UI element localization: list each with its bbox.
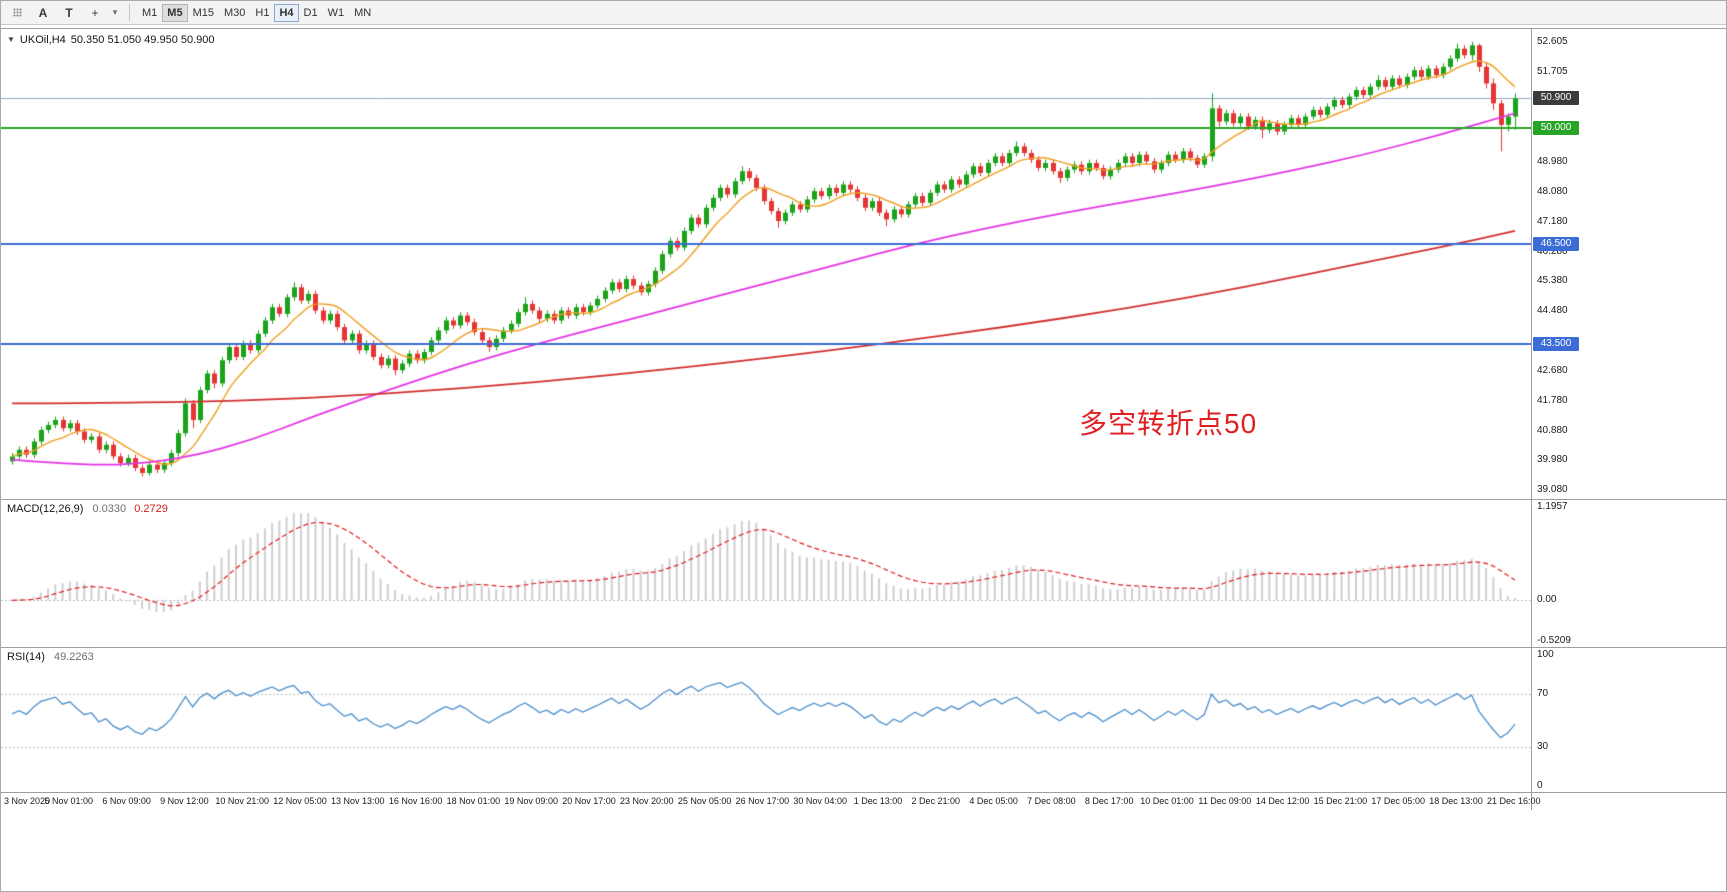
tool-crosshair-icon[interactable]: + [91, 5, 99, 20]
time-axis-label: 4 Dec 05:00 [969, 796, 1018, 806]
price-axis-label: 48.080 [1537, 185, 1568, 197]
time-axis-label: 11 Dec 09:00 [1198, 796, 1252, 806]
time-axis-label: 7 Dec 08:00 [1027, 796, 1076, 806]
macd-label: MACD(12,26,9) 0.0330 0.2729 [7, 503, 168, 515]
price-tag-50.000: 50.000 [1533, 121, 1579, 136]
time-axis-label: 21 Dec 16:00 [1487, 796, 1541, 806]
time-axis-label: 10 Dec 01:00 [1140, 796, 1194, 806]
timeframe-button-m5[interactable]: M5 [162, 3, 188, 22]
macd-name: MACD(12,26,9) [7, 503, 84, 515]
tool-drag-handle-icon[interactable] [4, 2, 30, 23]
time-axis-label: 25 Nov 05:00 [677, 796, 732, 806]
time-axis-label: 19 Nov 09:00 [504, 796, 558, 806]
chart-annotation-text: 多空转折点50 [1079, 408, 1258, 439]
timeframe-button-m1[interactable]: M1 [142, 6, 158, 19]
symbol-timeframe-label: UKOil,H4 [19, 34, 66, 46]
price-axis-label: 39.080 [1537, 484, 1568, 496]
toolbar-separator [129, 4, 130, 21]
time-axis-label: 23 Nov 20:00 [620, 796, 674, 806]
timeframe-toolbar: M1 M5 M15 M30 H1 H4 D1 W1 MN [137, 3, 376, 22]
rsi-panel-separator[interactable] [1, 647, 1726, 648]
rsi-axis-label: 0 [1537, 780, 1543, 791]
price-axis-label: 44.480 [1537, 305, 1568, 317]
time-axis-label: 17 Dec 05:00 [1371, 796, 1425, 806]
price-axis-label: 48.980 [1537, 155, 1568, 167]
time-axis-label: 16 Nov 16:00 [388, 796, 443, 806]
price-axis-label: 45.380 [1537, 275, 1568, 287]
price-axis-label: 41.780 [1537, 394, 1568, 406]
time-axis-label: 2 Dec 21:00 [911, 796, 961, 806]
time-axis-label: 20 Nov 17:00 [562, 796, 616, 806]
time-axis-label: 8 Dec 17:00 [1084, 796, 1134, 806]
drag-handle-dots-icon [12, 8, 22, 17]
price-axis-label: 39.980 [1537, 454, 1568, 466]
time-axis-label: 30 Nov 04:00 [793, 796, 847, 806]
tool-text-label-icon[interactable]: A [38, 5, 48, 20]
time-axis-label: 12 Nov 05:00 [273, 796, 327, 806]
macd-panel-separator[interactable] [1, 499, 1726, 500]
chart-canvas[interactable] [1, 29, 1531, 794]
price-axis-label: 52.605 [1537, 35, 1568, 47]
timeframe-button-d1[interactable]: D1 [303, 6, 318, 19]
time-axis-label: 10 Nov 21:00 [215, 796, 269, 806]
price-axis-label: 51.705 [1537, 65, 1568, 77]
timeframe-button-h4[interactable]: H4 [274, 3, 299, 22]
rsi-value: 49.2263 [53, 651, 94, 663]
rsi-axis-label: 100 [1537, 649, 1554, 660]
symbol-dropdown-icon[interactable]: ▼ [7, 35, 15, 44]
time-axis-label: 14 Dec 12:00 [1255, 796, 1310, 806]
time-axis-label: 9 Nov 12:00 [160, 796, 209, 806]
time-axis-label: 13 Nov 13:00 [331, 796, 385, 806]
price-axis-label: 40.880 [1537, 424, 1568, 436]
macd-main-value: 0.0330 [92, 503, 127, 515]
rsi-name: RSI(14) [7, 651, 45, 663]
macd-axis-label: 0.00 [1537, 594, 1557, 606]
macd-axis-label: 1.1957 [1537, 501, 1568, 512]
timeframe-button-h1[interactable]: H1 [255, 6, 270, 19]
line-studies-toolbar: A T + ▾ [4, 2, 122, 23]
macd-signal-value: 0.2729 [134, 503, 168, 515]
chart-area[interactable]: ▼ UKOil,H4 50.350 51.050 49.950 50.900 多… [1, 25, 1726, 891]
time-axis-label: 26 Nov 17:00 [735, 796, 790, 806]
price-axis-label: 42.680 [1537, 364, 1568, 376]
rsi-axis-label: 70 [1537, 688, 1549, 700]
time-axis-label: 1 Dec 13:00 [853, 796, 903, 806]
time-axis-label: 6 Nov 09:00 [102, 796, 151, 806]
tool-text-tool-icon[interactable]: T [65, 5, 73, 20]
timeframe-button-m30[interactable]: M30 [223, 6, 246, 19]
tool-tools-dropdown-icon[interactable]: ▾ [112, 7, 118, 17]
timeframe-button-w1[interactable]: W1 [327, 6, 345, 19]
macd-axis-label: -0.5209 [1537, 634, 1571, 646]
time-axis-label: 18 Nov 01:00 [446, 796, 501, 806]
chart-toolbar: A T + ▾ M1 M5 M15 M30 H1 H4 D1 W1 MN [1, 1, 1726, 25]
time-axis-label: 5 Nov 01:00 [44, 796, 94, 806]
rsi-axis-label: 30 [1537, 740, 1549, 752]
price-axis-label: 47.180 [1537, 215, 1568, 227]
rsi-label: RSI(14) 49.2263 [7, 651, 94, 663]
time-axis-separator [1, 792, 1726, 793]
chart-top-border [1, 28, 1726, 29]
time-axis-label: 15 Dec 21:00 [1313, 796, 1368, 806]
price-axis-separator [1531, 28, 1532, 810]
ohlc-values: 50.350 51.050 49.950 50.900 [70, 34, 215, 46]
time-axis-label: 18 Dec 13:00 [1429, 796, 1483, 806]
symbol-info: ▼ UKOil,H4 50.350 51.050 49.950 50.900 [7, 34, 215, 46]
price-tag-46.500: 46.500 [1533, 237, 1579, 252]
timeframe-button-m15[interactable]: M15 [192, 6, 214, 19]
price-tag-43.500: 43.500 [1533, 336, 1579, 351]
time-axis-label: 3 Nov 2020 [4, 796, 51, 806]
price-tag-50.900: 50.900 [1533, 91, 1579, 106]
timeframe-button-mn[interactable]: MN [354, 6, 372, 19]
